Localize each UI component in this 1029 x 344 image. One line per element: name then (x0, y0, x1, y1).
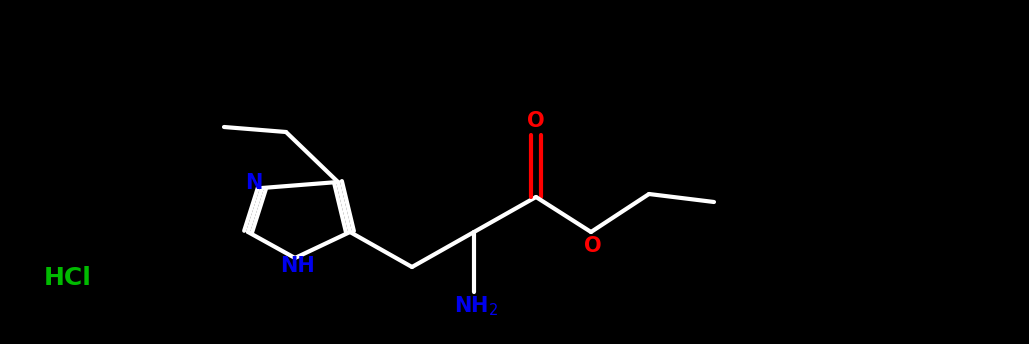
Text: NH$_2$: NH$_2$ (454, 294, 498, 318)
Text: N: N (245, 173, 262, 193)
Text: NH: NH (280, 256, 315, 276)
Text: O: O (584, 236, 602, 256)
Text: HCl: HCl (44, 266, 92, 290)
Text: O: O (527, 111, 544, 131)
